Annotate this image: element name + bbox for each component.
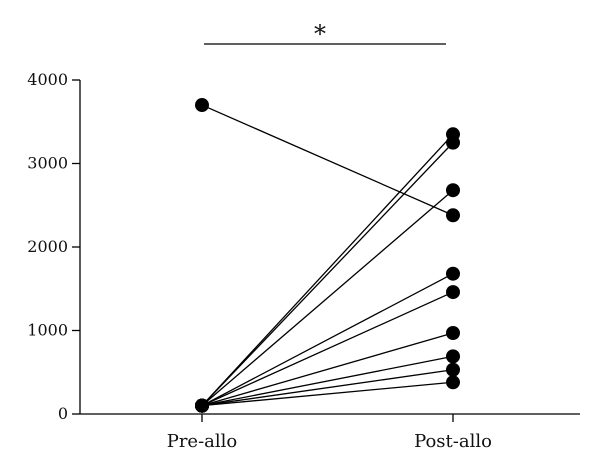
data-point-10-post <box>446 375 460 390</box>
series-line-4 <box>201 189 454 407</box>
data-point-8-post <box>446 349 460 364</box>
y-tick-label: 4000 <box>27 70 68 89</box>
y-tick-label: 0 <box>58 404 68 423</box>
significance-label: * <box>314 20 326 48</box>
axes: 0 1000 2000 3000 4000 Pre-allo Post-allo <box>27 70 580 452</box>
series-line-7 <box>201 332 454 407</box>
y-tick-label: 3000 <box>27 154 68 173</box>
x-category-label: Pre-allo <box>167 431 238 452</box>
data-point-9-post <box>446 362 460 377</box>
series-line-10 <box>201 381 454 407</box>
series-line-8 <box>201 355 454 407</box>
series-line-1 <box>201 104 454 216</box>
data-point-1-post <box>446 208 460 223</box>
series-line-2 <box>201 133 454 407</box>
series-lines <box>201 104 454 407</box>
series-line-6 <box>201 291 454 407</box>
data-point-3-post <box>446 135 460 150</box>
significance-marker: * <box>204 20 446 48</box>
data-points <box>195 98 460 413</box>
series-line-5 <box>201 273 454 407</box>
data-point-4-post <box>446 183 460 198</box>
y-tick-label: 1000 <box>27 321 68 340</box>
series-line-9 <box>201 369 454 407</box>
data-point-6-post <box>446 285 460 300</box>
data-point-7-post <box>446 326 460 341</box>
data-point-5-post <box>446 266 460 281</box>
series-line-3 <box>201 142 454 407</box>
data-point-1-pre <box>195 98 209 113</box>
y-tick-label: 2000 <box>27 237 68 256</box>
x-category-label: Post-allo <box>414 431 492 452</box>
data-point-10-pre <box>195 398 209 413</box>
